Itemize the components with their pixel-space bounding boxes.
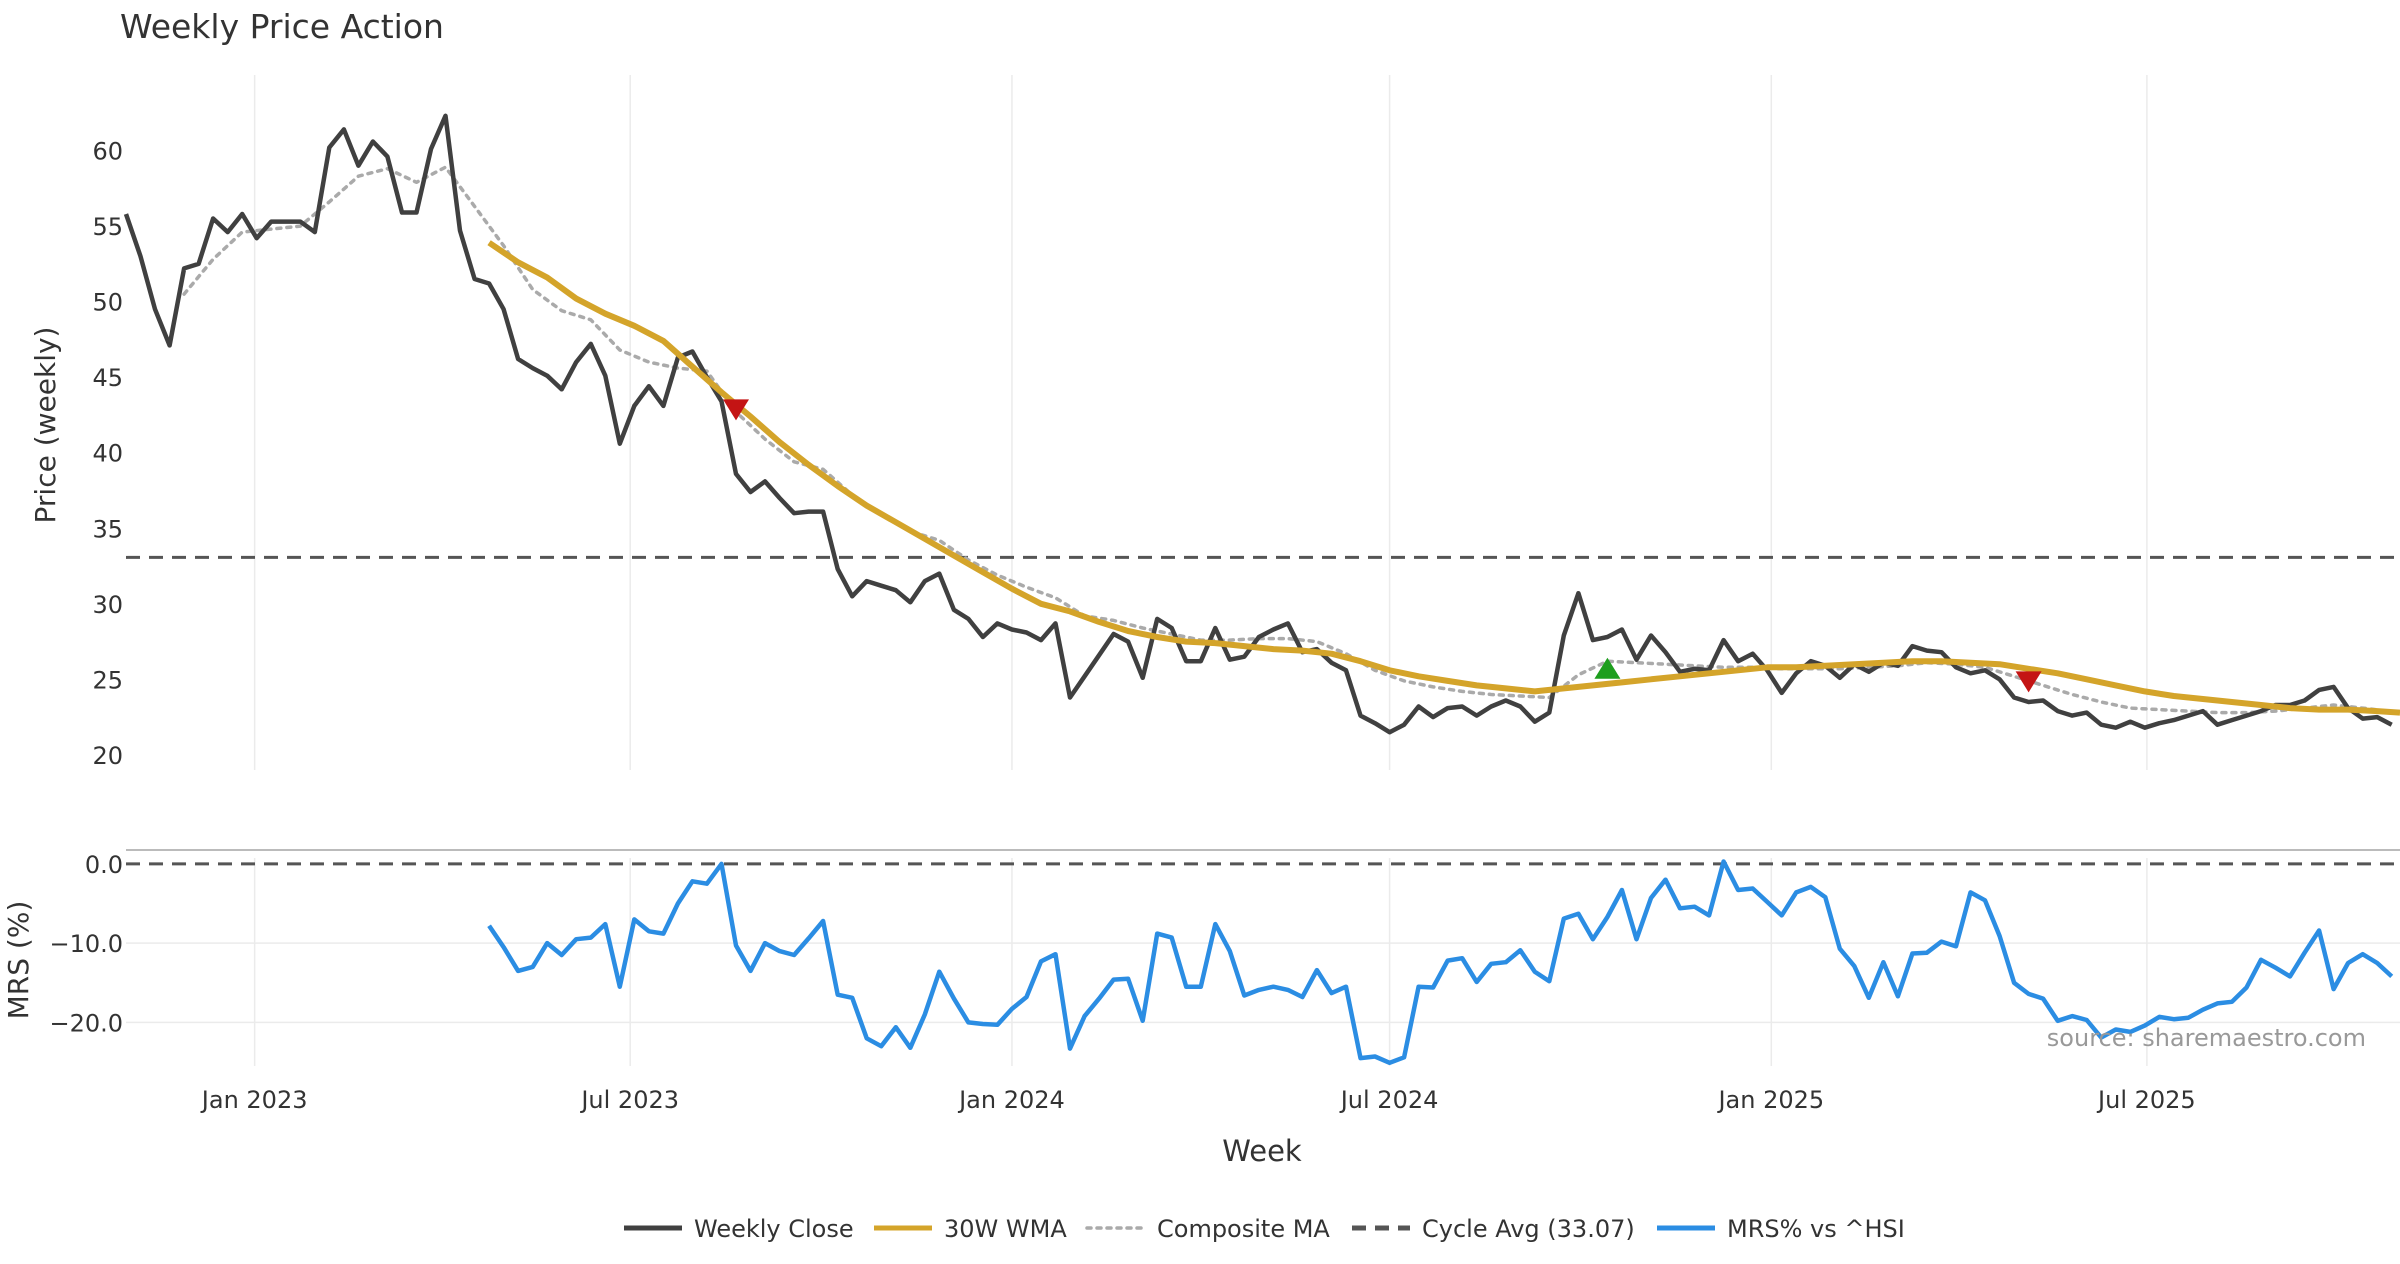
- mrs-lines: [126, 859, 2400, 1066]
- legend: Weekly Close 30W WMA Composite MA Cycle Avg…: [624, 1215, 1905, 1243]
- price-panel: 20 25 30 35 40 45 50 55 60 Price (weekly): [29, 75, 2400, 770]
- x-tick-label: Jul 2024: [1339, 1086, 1439, 1114]
- x-tick-label: Jan 2023: [200, 1086, 308, 1114]
- sell-signal-marker: [722, 399, 749, 421]
- price-y-tick-label: 35: [92, 515, 123, 543]
- mrs-y-label: MRS (%): [2, 901, 35, 1020]
- mrs-y-tick-label: 0.0: [85, 851, 123, 879]
- x-tick-label: Jan 2024: [957, 1086, 1065, 1114]
- price-y-tick-label: 55: [92, 213, 123, 241]
- x-tick-label: Jul 2023: [579, 1086, 679, 1114]
- x-axis-ticks: Jan 2023 Jul 2023 Jan 2024 Jul 2024 Jan 2025…: [200, 1086, 2196, 1114]
- legend-label-close: Weekly Close: [694, 1215, 854, 1243]
- mrs-gridlines: [126, 858, 2400, 1066]
- price-y-tick-label: 50: [92, 289, 123, 317]
- price-lines: [123, 113, 2400, 735]
- price-y-label: Price (weekly): [29, 327, 62, 524]
- price-y-tick-label: 30: [92, 591, 123, 619]
- price-y-tick-label: 25: [92, 666, 123, 694]
- mrs-y-tick-label: −10.0: [49, 930, 123, 958]
- composite-ma-line: [182, 165, 2400, 715]
- x-tick-label: Jan 2025: [1716, 1086, 1824, 1114]
- price-y-tick-label: 20: [92, 742, 123, 770]
- mrs-y-tick-label: −20.0: [49, 1009, 123, 1037]
- signal-markers: [722, 399, 2042, 693]
- legend-label-composite: Composite MA: [1157, 1215, 1330, 1243]
- mrs-line: [487, 859, 2394, 1066]
- weekly-close-line: [123, 113, 2393, 735]
- price-y-tick-label: 45: [92, 364, 123, 392]
- price-gridlines: [253, 75, 2148, 770]
- price-y-tick-label: 40: [92, 440, 123, 468]
- sell-signal-marker: [2015, 671, 2042, 693]
- mrs-panel: 0.0 −10.0 −20.0 MRS (%) source: sharemaest…: [2, 851, 2400, 1066]
- price-y-ticks: 20 25 30 35 40 45 50 55 60: [92, 138, 123, 770]
- x-axis-label: Week: [1222, 1134, 1302, 1168]
- x-tick-label: Jul 2025: [2096, 1086, 2196, 1114]
- legend-label-wma: 30W WMA: [944, 1215, 1067, 1243]
- legend-label-mrs: MRS% vs ^HSI: [1727, 1215, 1905, 1243]
- source-watermark: source: sharemaestro.com: [2047, 1024, 2366, 1052]
- price-y-tick-label: 60: [92, 138, 123, 166]
- buy-signal-marker: [1594, 657, 1621, 679]
- mrs-y-ticks: 0.0 −10.0 −20.0: [49, 851, 123, 1038]
- wma-30w-line: [487, 240, 2400, 716]
- legend-label-cycle: Cycle Avg (33.07): [1422, 1215, 1635, 1243]
- chart-title: Weekly Price Action: [120, 7, 444, 46]
